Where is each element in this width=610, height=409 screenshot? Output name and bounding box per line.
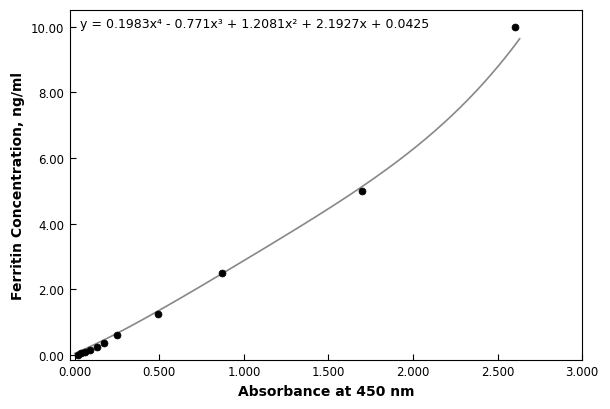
Point [510,24,520,31]
Point [85,347,95,353]
Text: y = 0.1983x⁴ - 0.771x³ + 1.2081x² + 2.1927x + 0.0425: y = 0.1983x⁴ - 0.771x³ + 1.2081x² + 2.19… [80,18,429,31]
Point [112,332,122,339]
Point [99,340,109,347]
Point [77,350,87,357]
Point [80,348,90,355]
Point [357,188,367,195]
Y-axis label: Ferritin Concentration, ng/ml: Ferritin Concentration, ng/ml [11,72,25,299]
Point [92,344,101,350]
X-axis label: Absorbance at 450 nm: Absorbance at 450 nm [238,384,414,398]
Point [152,311,162,317]
Point [217,270,227,276]
Point [73,352,83,358]
